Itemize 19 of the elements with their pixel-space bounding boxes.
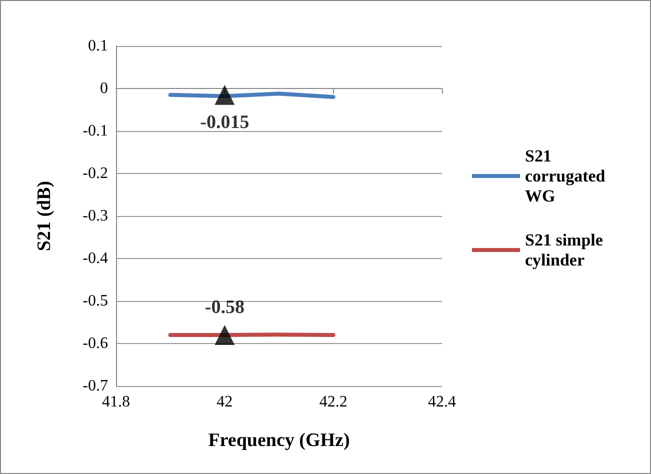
y-axis-title: S21 (dB) [34,180,55,252]
annotation: -0.58 [204,297,244,318]
y-tick-label: 0 [100,80,108,97]
y-tick-label: -0.2 [82,165,108,182]
x-axis-title: Frequency (GHz) [208,430,350,451]
y-tick-label: -0.7 [82,378,108,394]
x-tick-label: 41.8 [102,394,130,410]
annotation: -0.015 [200,112,250,133]
y-tick-label: -0.6 [82,335,108,352]
y-tick-label: 0.1 [88,38,108,54]
legend-label: S21 simple cylinder [525,230,608,270]
y-tick-label: -0.4 [82,250,108,267]
x-tick-label: 42.2 [319,394,348,410]
y-tick-label: -0.3 [82,208,108,224]
y-tick-label: -0.1 [82,122,108,140]
legend-label: S21 corrugated WG [525,146,610,206]
x-tick-label: 42.4 [428,394,456,410]
x-tick-label: 42 [216,394,233,410]
y-tick-label: -0.5 [82,292,108,310]
